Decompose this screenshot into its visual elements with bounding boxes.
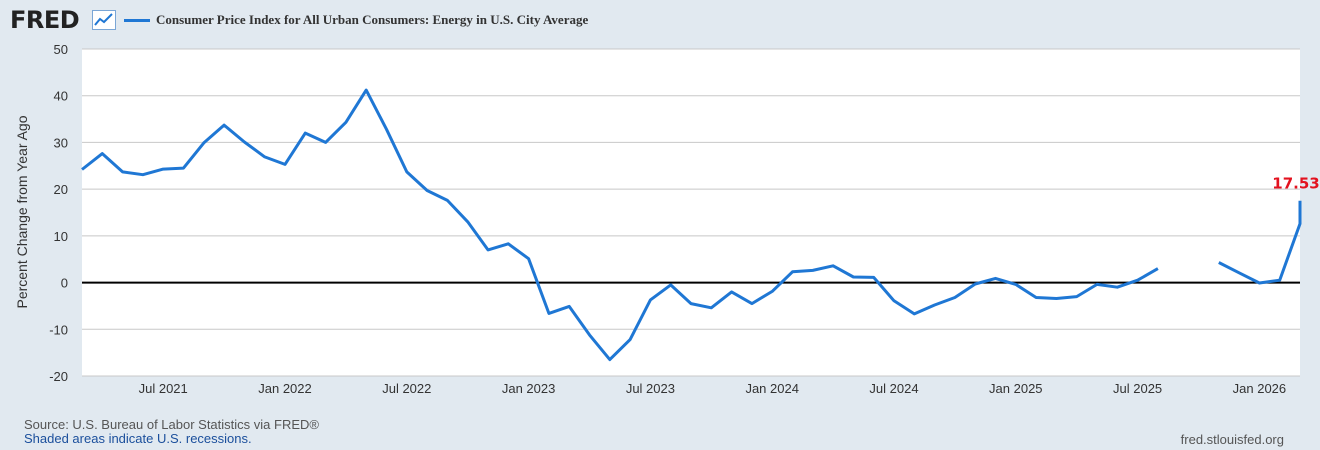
y-tick-label: 20 (54, 182, 68, 197)
plot-area (82, 49, 1300, 376)
chart-legend: Consumer Price Index for All Urban Consu… (124, 12, 588, 28)
x-tick-label: Jul 2022 (382, 381, 431, 396)
y-tick-label: 50 (54, 42, 68, 57)
series-line (1218, 200, 1302, 285)
x-tick-label: Jan 2025 (989, 381, 1043, 396)
line-chart-icon (92, 10, 116, 30)
legend-series-label[interactable]: Consumer Price Index for All Urban Consu… (156, 12, 589, 27)
y-axis: -20 -10 0 10 20 30 40 50 (49, 42, 68, 384)
series-lines (81, 88, 1302, 362)
y-tick-label: 30 (54, 135, 68, 150)
x-tick-label: Jan 2026 (1233, 381, 1287, 396)
x-tick-label: Jul 2024 (869, 381, 918, 396)
grid-lines (82, 48, 1300, 377)
x-tick-label: Jul 2025 (1113, 381, 1162, 396)
recession-note: Shaded areas indicate U.S. recessions. (24, 431, 252, 446)
x-axis: Jul 2021 Jan 2022 Jul 2022 Jan 2023 Jul 2023… (139, 381, 1287, 396)
footer-site[interactable]: fred.stlouisfed.org (1180, 432, 1284, 447)
legend-swatch (124, 18, 150, 22)
y-tick-label: 40 (54, 89, 68, 104)
x-tick-label: Jan 2023 (502, 381, 556, 396)
latest-value-label: 17.53 (1272, 175, 1319, 193)
x-tick-label: Jul 2023 (626, 381, 675, 396)
series-line (81, 88, 1159, 362)
fred-logo[interactable]: FRED (10, 6, 80, 34)
source-text: Source: U.S. Bureau of Labor Statistics … (24, 417, 319, 432)
y-tick-label: 0 (61, 276, 68, 291)
y-axis-label: Percent Change from Year Ago (14, 115, 30, 308)
footer-source: Source: U.S. Bureau of Labor Statistics … (24, 418, 319, 446)
y-tick-label: 10 (54, 229, 68, 244)
y-tick-label: -10 (49, 322, 68, 337)
x-tick-label: Jan 2024 (745, 381, 799, 396)
x-tick-label: Jul 2021 (139, 381, 188, 396)
x-tick-label: Jan 2022 (258, 381, 312, 396)
annotations: 17.53 (1272, 175, 1319, 193)
y-tick-label: -20 (49, 369, 68, 384)
